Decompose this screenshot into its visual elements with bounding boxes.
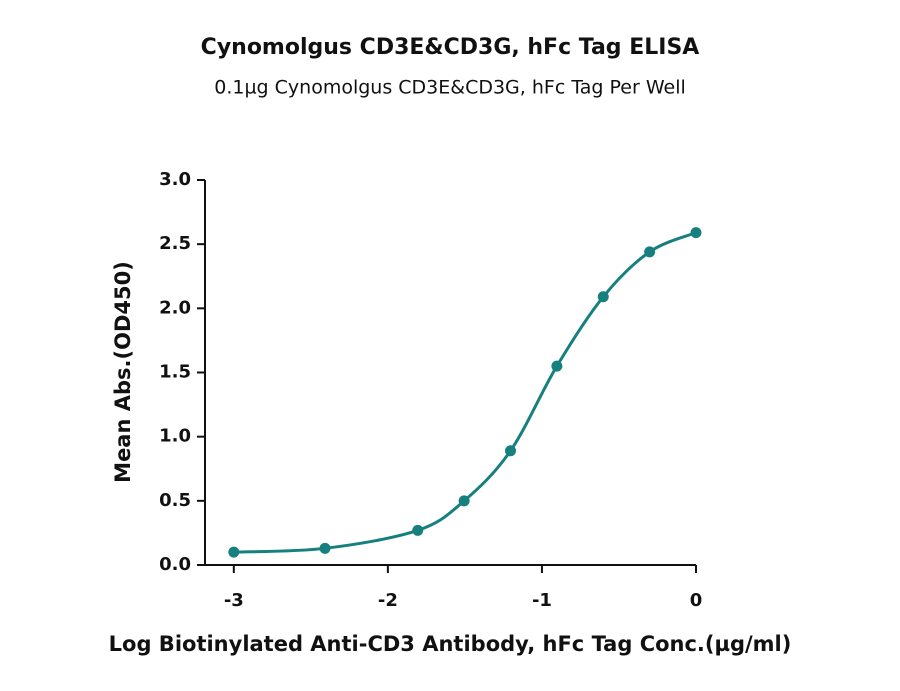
point (597, 291, 609, 303)
chart-title: Cynomolgus CD3E&CD3G, hFc Tag ELISA (201, 35, 700, 60)
point (644, 246, 656, 258)
chart-subtitle: 0.1µg Cynomolgus CD3E&CD3G, hFc Tag Per … (214, 77, 686, 99)
point (458, 495, 470, 507)
point (412, 524, 424, 536)
y-tick-label: 3.0 (159, 169, 191, 190)
x-tick-label: -1 (532, 590, 552, 611)
y-tick-label: 1.5 (159, 362, 191, 383)
y-tick-label: 0.5 (159, 490, 191, 511)
point (505, 445, 517, 457)
point (319, 542, 331, 554)
x-tick-label: 0 (690, 590, 703, 611)
y-tick-label: 0.0 (159, 554, 191, 575)
y-axis-label: Mean Abs.(OD450) (111, 261, 135, 483)
y-tick-label: 1.0 (159, 426, 191, 447)
y-tick-label: 2.5 (159, 233, 191, 254)
point (690, 227, 702, 239)
point (551, 360, 563, 372)
x-axis-label: Log Biotinylated Anti-CD3 Antibody, hFc … (109, 632, 792, 656)
point (228, 546, 240, 558)
x-tick-label: -2 (378, 590, 398, 611)
x-tick-label: -3 (224, 590, 244, 611)
y-tick-label: 2.0 (159, 297, 191, 318)
